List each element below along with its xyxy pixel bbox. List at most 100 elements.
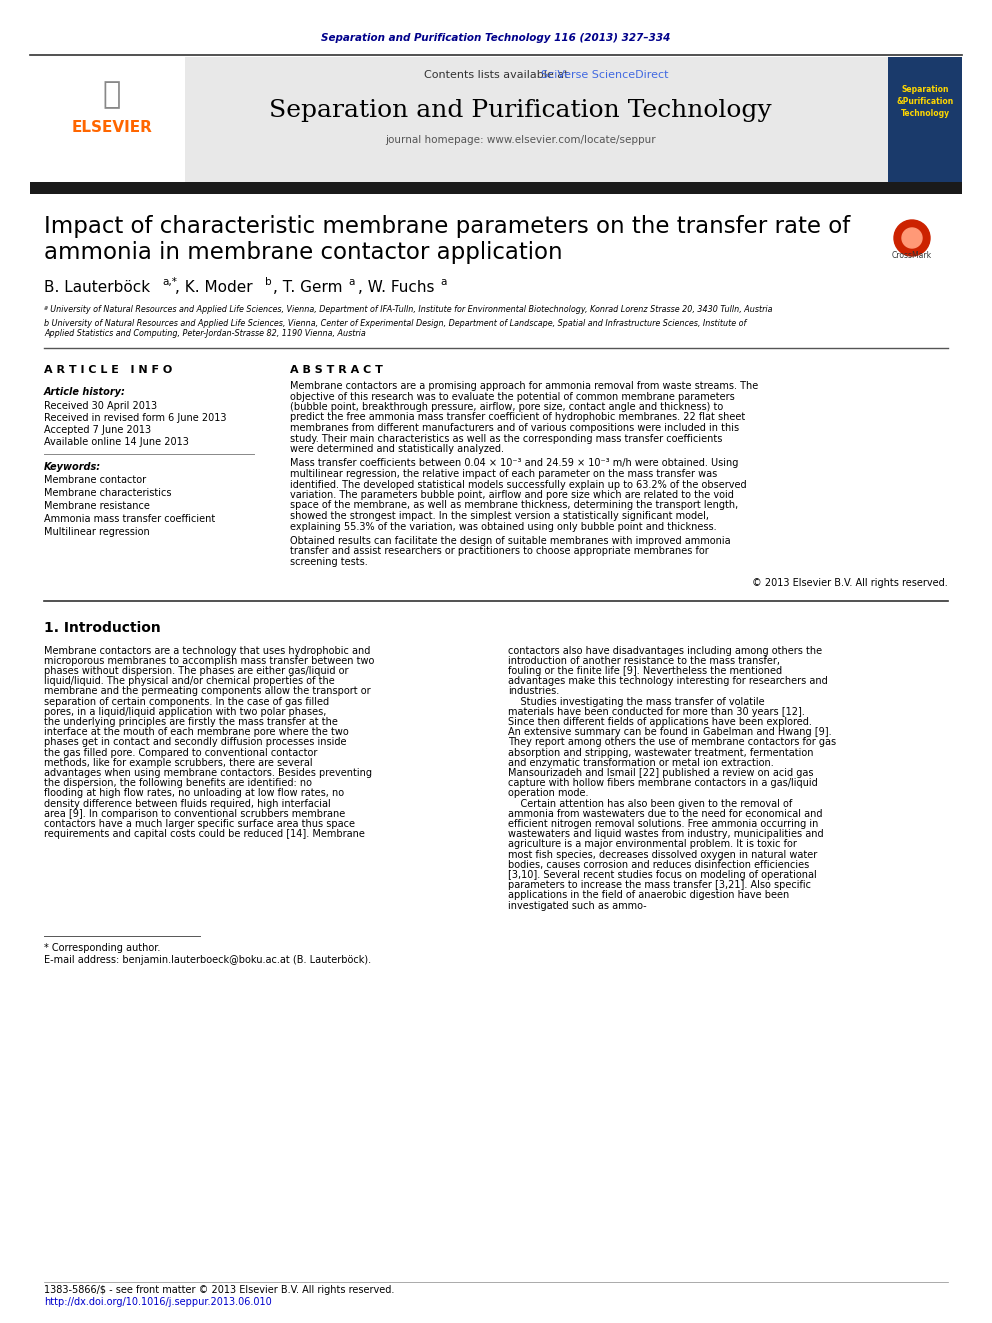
- Text: Applied Statistics and Computing, Peter-Jordan-Strasse 82, 1190 Vienna, Austria: Applied Statistics and Computing, Peter-…: [44, 329, 366, 339]
- Text: (bubble point, breakthrough pressure, airflow, pore size, contact angle and thic: (bubble point, breakthrough pressure, ai…: [290, 402, 723, 411]
- Text: Separation and Purification Technology 116 (2013) 327–334: Separation and Purification Technology 1…: [321, 33, 671, 44]
- Text: Impact of characteristic membrane parameters on the transfer rate of: Impact of characteristic membrane parame…: [44, 214, 850, 238]
- Text: capture with hollow fibers membrane contactors in a gas/liquid: capture with hollow fibers membrane cont…: [508, 778, 817, 789]
- Text: Article history:: Article history:: [44, 388, 126, 397]
- Text: Multilinear regression: Multilinear regression: [44, 527, 150, 537]
- Text: industries.: industries.: [508, 687, 559, 696]
- Text: Separation and Purification Technology: Separation and Purification Technology: [269, 98, 772, 122]
- Text: space of the membrane, as well as membrane thickness, determining the transport : space of the membrane, as well as membra…: [290, 500, 738, 511]
- Text: Membrane characteristics: Membrane characteristics: [44, 488, 172, 497]
- Text: http://dx.doi.org/10.1016/j.seppur.2013.06.010: http://dx.doi.org/10.1016/j.seppur.2013.…: [44, 1297, 272, 1307]
- Text: Separation: Separation: [902, 86, 948, 94]
- Text: Membrane contactors are a promising approach for ammonia removal from waste stre: Membrane contactors are a promising appr…: [290, 381, 758, 392]
- Text: advantages when using membrane contactors. Besides preventing: advantages when using membrane contactor…: [44, 767, 372, 778]
- Text: variation. The parameters bubble point, airflow and pore size which are related : variation. The parameters bubble point, …: [290, 490, 734, 500]
- Text: bodies, causes corrosion and reduces disinfection efficiencies: bodies, causes corrosion and reduces dis…: [508, 860, 809, 869]
- Text: absorption and stripping, wastewater treatment, fermentation: absorption and stripping, wastewater tre…: [508, 747, 813, 758]
- Text: Available online 14 June 2013: Available online 14 June 2013: [44, 437, 188, 447]
- Text: membranes from different manufacturers and of various compositions were included: membranes from different manufacturers a…: [290, 423, 739, 433]
- Text: Technology: Technology: [901, 110, 949, 119]
- Text: ELSEVIER: ELSEVIER: [71, 120, 153, 135]
- Text: Membrane contactors are a technology that uses hydrophobic and: Membrane contactors are a technology tha…: [44, 646, 370, 655]
- Text: Studies investigating the mass transfer of volatile: Studies investigating the mass transfer …: [508, 696, 765, 706]
- Text: Received 30 April 2013: Received 30 April 2013: [44, 401, 157, 411]
- Text: applications in the field of anaerobic digestion have been: applications in the field of anaerobic d…: [508, 890, 790, 900]
- Text: SciVerse ScienceDirect: SciVerse ScienceDirect: [542, 70, 669, 79]
- Text: requirements and capital costs could be reduced [14]. Membrane: requirements and capital costs could be …: [44, 830, 365, 839]
- Text: Received in revised form 6 June 2013: Received in revised form 6 June 2013: [44, 413, 226, 423]
- Circle shape: [894, 220, 930, 255]
- Text: predict the free ammonia mass transfer coefficient of hydrophobic membranes. 22 : predict the free ammonia mass transfer c…: [290, 413, 745, 422]
- Text: contactors have a much larger specific surface area thus space: contactors have a much larger specific s…: [44, 819, 355, 830]
- Text: a,*: a,*: [162, 277, 177, 287]
- Text: pores, in a liquid/liquid application with two polar phases,: pores, in a liquid/liquid application wi…: [44, 706, 326, 717]
- Text: Ammonia mass transfer coefficient: Ammonia mass transfer coefficient: [44, 515, 215, 524]
- Text: © 2013 Elsevier B.V. All rights reserved.: © 2013 Elsevier B.V. All rights reserved…: [752, 578, 948, 587]
- Circle shape: [902, 228, 922, 247]
- Text: efficient nitrogen removal solutions. Free ammonia occurring in: efficient nitrogen removal solutions. Fr…: [508, 819, 818, 830]
- FancyBboxPatch shape: [30, 57, 962, 183]
- Text: contactors also have disadvantages including among others the: contactors also have disadvantages inclu…: [508, 646, 822, 655]
- Text: phases without dispersion. The phases are either gas/liquid or: phases without dispersion. The phases ar…: [44, 665, 348, 676]
- Text: Since then different fields of applications have been explored.: Since then different fields of applicati…: [508, 717, 811, 726]
- Text: screening tests.: screening tests.: [290, 557, 368, 568]
- Text: They report among others the use of membrane contactors for gas: They report among others the use of memb…: [508, 737, 836, 747]
- Text: phases get in contact and secondly diffusion processes inside: phases get in contact and secondly diffu…: [44, 737, 346, 747]
- Text: objective of this research was to evaluate the potential of common membrane para: objective of this research was to evalua…: [290, 392, 735, 401]
- Text: operation mode.: operation mode.: [508, 789, 588, 798]
- Text: materials have been conducted for more than 30 years [12].: materials have been conducted for more t…: [508, 706, 805, 717]
- Text: journal homepage: www.elsevier.com/locate/seppur: journal homepage: www.elsevier.com/locat…: [385, 135, 656, 146]
- Text: introduction of another resistance to the mass transfer,: introduction of another resistance to th…: [508, 656, 780, 665]
- Text: identified. The developed statistical models successfully explain up to 63.2% of: identified. The developed statistical mo…: [290, 479, 747, 490]
- Text: separation of certain components. In the case of gas filled: separation of certain components. In the…: [44, 696, 329, 706]
- Text: b: b: [265, 277, 272, 287]
- Text: B. Lauterböck: B. Lauterböck: [44, 279, 150, 295]
- Text: Mass transfer coefficients between 0.04 × 10⁻³ and 24.59 × 10⁻³ m/h were obtaine: Mass transfer coefficients between 0.04 …: [290, 459, 738, 468]
- Text: area [9]. In comparison to conventional scrubbers membrane: area [9]. In comparison to conventional …: [44, 808, 345, 819]
- Text: interface at the mouth of each membrane pore where the two: interface at the mouth of each membrane …: [44, 728, 349, 737]
- Text: a: a: [348, 277, 354, 287]
- Text: multilinear regression, the relative impact of each parameter on the mass transf: multilinear regression, the relative imp…: [290, 468, 717, 479]
- Text: were determined and statistically analyzed.: were determined and statistically analyz…: [290, 445, 504, 454]
- Text: E-mail address: benjamin.lauterboeck@boku.ac.at (B. Lauterböck).: E-mail address: benjamin.lauterboeck@bok…: [44, 955, 371, 964]
- FancyBboxPatch shape: [30, 57, 185, 183]
- Text: ª University of Natural Resources and Applied Life Sciences, Vienna, Department : ª University of Natural Resources and Ap…: [44, 306, 773, 315]
- Text: flooding at high flow rates, no unloading at low flow rates, no: flooding at high flow rates, no unloadin…: [44, 789, 344, 798]
- Text: the gas filled pore. Compared to conventional contactor: the gas filled pore. Compared to convent…: [44, 747, 317, 758]
- Text: most fish species, decreases dissolved oxygen in natural water: most fish species, decreases dissolved o…: [508, 849, 817, 860]
- Text: Mansourizadeh and Ismail [22] published a review on acid gas: Mansourizadeh and Ismail [22] published …: [508, 767, 813, 778]
- Text: , T. Germ: , T. Germ: [273, 279, 342, 295]
- Text: An extensive summary can be found in Gabelman and Hwang [9].: An extensive summary can be found in Gab…: [508, 728, 831, 737]
- Text: Membrane resistance: Membrane resistance: [44, 501, 150, 511]
- Text: fouling or the finite life [9]. Nevertheless the mentioned: fouling or the finite life [9]. Neverthe…: [508, 665, 782, 676]
- Text: CrossMark: CrossMark: [892, 250, 932, 259]
- Text: membrane and the permeating components allow the transport or: membrane and the permeating components a…: [44, 687, 371, 696]
- Text: Accepted 7 June 2013: Accepted 7 June 2013: [44, 425, 151, 435]
- Text: Certain attention has also been given to the removal of: Certain attention has also been given to…: [508, 799, 793, 808]
- Text: 1383-5866/$ - see front matter © 2013 Elsevier B.V. All rights reserved.: 1383-5866/$ - see front matter © 2013 El…: [44, 1285, 395, 1295]
- Text: the dispersion, the following benefits are identified: no: the dispersion, the following benefits a…: [44, 778, 312, 789]
- Text: microporous membranes to accomplish mass transfer between two: microporous membranes to accomplish mass…: [44, 656, 374, 665]
- Text: wastewaters and liquid wastes from industry, municipalities and: wastewaters and liquid wastes from indus…: [508, 830, 823, 839]
- Text: showed the strongest impact. In the simplest version a statistically significant: showed the strongest impact. In the simp…: [290, 511, 709, 521]
- Text: 1. Introduction: 1. Introduction: [44, 622, 161, 635]
- Text: , W. Fuchs: , W. Fuchs: [358, 279, 434, 295]
- Text: ammonia from wastewaters due to the need for economical and: ammonia from wastewaters due to the need…: [508, 808, 822, 819]
- Text: the underlying principles are firstly the mass transfer at the: the underlying principles are firstly th…: [44, 717, 338, 726]
- Text: A R T I C L E   I N F O: A R T I C L E I N F O: [44, 365, 173, 374]
- Text: study. Their main characteristics as well as the corresponding mass transfer coe: study. Their main characteristics as wel…: [290, 434, 722, 443]
- Text: &Purification: &Purification: [897, 98, 953, 106]
- Text: [3,10]. Several recent studies focus on modeling of operational: [3,10]. Several recent studies focus on …: [508, 871, 816, 880]
- Text: and enzymatic transformation or metal ion extraction.: and enzymatic transformation or metal io…: [508, 758, 774, 767]
- Text: investigated such as ammo-: investigated such as ammo-: [508, 901, 647, 910]
- Text: liquid/liquid. The physical and/or chemical properties of the: liquid/liquid. The physical and/or chemi…: [44, 676, 334, 687]
- Text: methods, like for example scrubbers, there are several: methods, like for example scrubbers, the…: [44, 758, 312, 767]
- Text: Keywords:: Keywords:: [44, 462, 101, 472]
- Text: A B S T R A C T: A B S T R A C T: [290, 365, 383, 374]
- Text: a: a: [440, 277, 446, 287]
- Text: density difference between fluids required, high interfacial: density difference between fluids requir…: [44, 799, 330, 808]
- Text: Membrane contactor: Membrane contactor: [44, 475, 146, 486]
- Text: transfer and assist researchers or practitioners to choose appropriate membranes: transfer and assist researchers or pract…: [290, 546, 708, 557]
- Text: b University of Natural Resources and Applied Life Sciences, Vienna, Center of E: b University of Natural Resources and Ap…: [44, 319, 746, 328]
- Text: advantages make this technology interesting for researchers and: advantages make this technology interest…: [508, 676, 827, 687]
